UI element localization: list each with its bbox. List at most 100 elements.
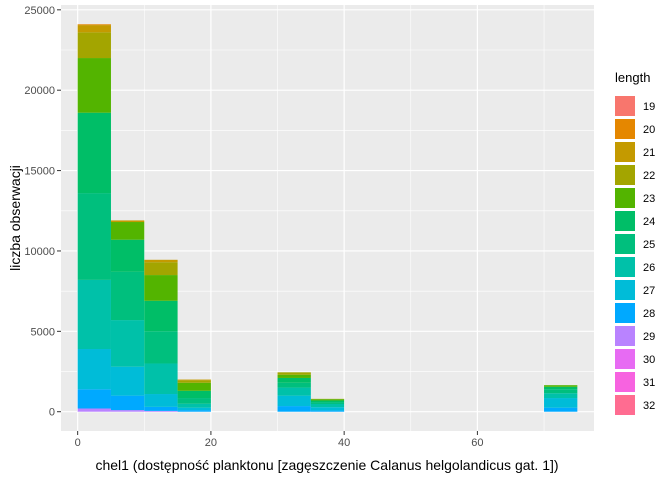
legend-swatch-30 [615,349,635,369]
legend-label-21: 21 [643,147,655,159]
bar-segment-length-23 [77,58,111,113]
x-axis-title: chel1 (dostępność planktonu [zagęszczeni… [95,457,558,473]
bar-segment-length-27 [277,395,311,407]
bar-segment-length-29 [110,410,145,412]
bar-segment-length-28 [110,395,145,411]
legend-label-30: 30 [643,354,655,366]
legend-swatch-19 [615,96,635,116]
legend-label-27: 27 [643,285,655,297]
bar-segment-length-23 [144,275,178,301]
bar-segment-length-28 [310,410,345,412]
legend-entries: 19 20 21 22 23 24 25 26 27 28 29 30 31 32 [615,96,655,415]
bar-segment-length-21 [144,259,178,263]
bar-segment-length-23 [177,382,211,391]
x-axis-ticks: 0 20 40 60 [75,431,484,449]
bar-segment-length-28 [277,406,311,412]
bar-segment-length-26 [177,403,211,408]
bar-segment-length-24 [544,386,578,390]
legend-label-24: 24 [643,216,655,228]
bar-segment-length-28 [144,406,178,411]
legend-swatch-29 [615,326,635,346]
bar-segment-length-28 [544,407,578,412]
bar-segment-length-25 [177,398,211,404]
legend-label-26: 26 [643,262,655,274]
bar-segment-length-21 [77,25,111,33]
y-tick-label: 25000 [24,5,55,17]
legend-label-29: 29 [643,331,655,343]
bar-segment-length-24 [177,390,211,399]
bar-segment-length-24 [77,112,111,194]
bar-segment-length-22 [177,380,211,383]
y-axis-ticks: 0 5000 10000 15000 20000 25000 [24,5,61,419]
bar-segment-length-23 [277,374,311,378]
legend-swatch-24 [615,211,635,231]
bar-segment-length-27 [310,407,345,411]
bar-segment-length-22 [77,32,111,59]
legend-label-28: 28 [643,308,655,320]
bar-segment-length-27 [144,394,178,407]
legend-swatch-27 [615,280,635,300]
bar-segment-length-20 [77,24,111,26]
bar-segment-length-26 [277,387,311,396]
bar-segment-length-26 [544,393,578,399]
bar-segment-length-27 [177,407,211,411]
legend-label-32: 32 [643,400,655,412]
y-tick-label: 0 [49,407,55,419]
bar-segment-length-27 [544,398,578,408]
legend-swatch-23 [615,188,635,208]
bar-segment-length-27 [110,366,145,396]
y-tick-label: 20000 [24,85,55,97]
bar-segment-length-26 [144,363,178,395]
y-tick-label: 10000 [24,246,55,258]
bar-segment-length-25 [544,389,578,394]
bar-segment-length-21 [177,379,211,381]
bar-segment-length-24 [144,300,178,332]
bar-segment-length-29 [144,410,178,412]
bar-segment-length-24 [277,377,311,383]
legend-swatch-25 [615,234,635,254]
legend-label-22: 22 [643,170,655,182]
y-axis-title: liczba obserwacji [7,165,23,271]
bar-segment-length-26 [110,320,145,367]
bar-segment-length-23 [544,385,578,387]
bar-segment-length-21 [110,220,145,223]
bar-segment-length-25 [310,402,345,404]
bar-segment-length-25 [144,331,178,364]
bar-segment-length-22 [277,372,311,375]
x-tick-label: 40 [338,437,350,449]
bar-segment-length-25 [277,382,311,388]
bar-segment-length-26 [310,403,345,408]
legend: length 19 20 21 22 23 24 25 26 27 28 29 30 31 32 [615,70,655,415]
legend-label-19: 19 [643,101,655,113]
legend-label-25: 25 [643,239,655,251]
bar-segment-length-26 [77,279,111,350]
legend-title: length [615,70,650,85]
legend-label-31: 31 [643,377,655,389]
bar-segment-length-23 [110,222,145,240]
legend-label-20: 20 [643,124,655,136]
legend-swatch-26 [615,257,635,277]
legend-swatch-31 [615,372,635,392]
y-tick-label: 15000 [24,166,55,178]
legend-label-23: 23 [643,193,655,205]
bar-segment-length-28 [77,389,111,409]
legend-swatch-22 [615,165,635,185]
bar-segment-length-28 [177,410,211,412]
bar-segment-length-29 [77,408,111,412]
legend-swatch-20 [615,119,635,139]
legend-swatch-28 [615,303,635,323]
bar-segment-length-25 [110,271,145,321]
bar-segment-length-27 [77,349,111,390]
y-tick-label: 5000 [31,326,55,338]
legend-swatch-32 [615,395,635,415]
legend-swatch-21 [615,142,635,162]
bar-segment-length-25 [77,193,111,280]
bar-segment-length-22 [144,262,178,276]
bar-segment-length-24 [110,239,145,272]
x-tick-label: 0 [75,437,81,449]
x-tick-label: 20 [205,437,217,449]
bar-segment-length-24 [310,400,345,403]
bar-segment-length-23 [310,399,345,401]
bars [77,24,578,412]
